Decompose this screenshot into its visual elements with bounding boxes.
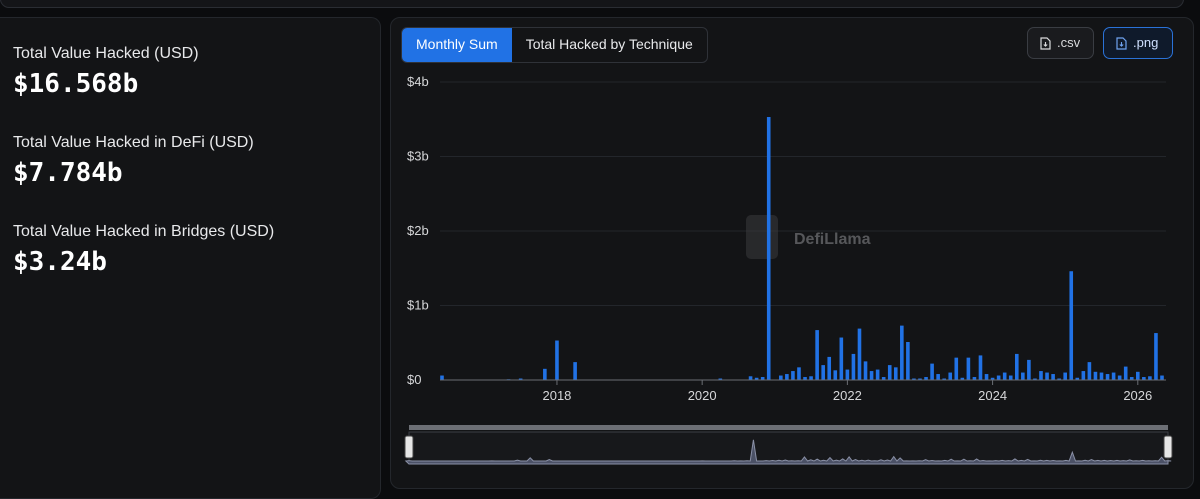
stat-value: $16.568b xyxy=(13,69,139,99)
chart-panel: Monthly Sum Total Hacked by Technique .c… xyxy=(390,17,1194,489)
stat-defi-hacked: Total Value Hacked in DeFi (USD) $7.784b xyxy=(13,133,254,189)
download-csv-button[interactable]: .csv xyxy=(1027,27,1094,59)
stat-value: $7.784b xyxy=(13,158,123,188)
file-download-icon xyxy=(1040,36,1051,50)
chart-tabs: Monthly Sum Total Hacked by Technique xyxy=(401,27,708,63)
stat-label: Total Value Hacked (USD) xyxy=(13,45,199,62)
stat-label: Total Value Hacked in Bridges (USD) xyxy=(13,223,275,240)
download-png-button[interactable]: .png xyxy=(1103,27,1173,59)
stat-value: $3.24b xyxy=(13,247,107,277)
stat-label: Total Value Hacked in DeFi (USD) xyxy=(13,134,254,151)
top-panel-edge xyxy=(0,0,1184,8)
tab-monthly-sum[interactable]: Monthly Sum xyxy=(402,28,512,62)
png-label: .png xyxy=(1133,35,1159,50)
stat-total-hacked: Total Value Hacked (USD) $16.568b xyxy=(13,44,199,100)
stats-panel: Total Value Hacked (USD) $16.568b Total … xyxy=(0,17,381,499)
tab-hacked-by-technique[interactable]: Total Hacked by Technique xyxy=(525,36,693,52)
file-download-icon xyxy=(1116,36,1127,50)
csv-label: .csv xyxy=(1057,35,1081,50)
stat-bridges-hacked: Total Value Hacked in Bridges (USD) $3.2… xyxy=(13,222,274,278)
